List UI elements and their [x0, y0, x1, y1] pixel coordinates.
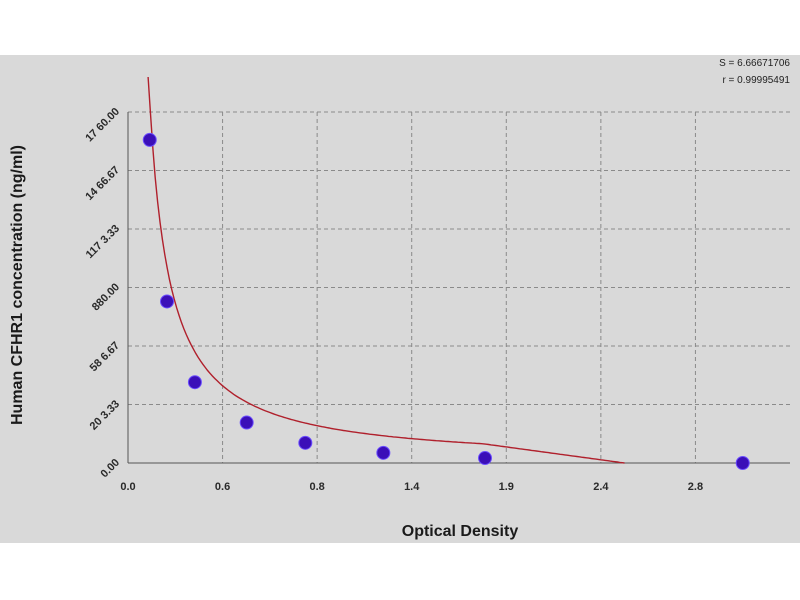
data-point: [735, 456, 750, 470]
y-tick-label: 0.00: [98, 457, 122, 481]
x-tick-label: 2.8: [688, 481, 703, 493]
chart-figure: [0, 55, 800, 543]
data-point: [239, 415, 254, 430]
data-point: [478, 451, 493, 466]
y-tick-label: 17 60.00: [83, 106, 122, 145]
x-tick-labels: 0.0 0.6 0.8 1.4 1.9 2.4 2.8: [120, 481, 703, 493]
y-tick-label: 117 3.33: [84, 223, 122, 261]
data-point: [142, 132, 157, 147]
x-tick-label: 0.0: [120, 481, 135, 493]
y-tick-label: 14 66.67: [83, 164, 122, 203]
y-tick-labels: 0.00 20 3.33 58 6.67 880.00 117 3.33 14 66.67…: [83, 106, 122, 481]
y-tick-label: 20 3.33: [88, 398, 122, 432]
fit-stat-line: r = 0.99995491: [722, 75, 790, 86]
x-tick-label: 1.4: [404, 481, 420, 493]
data-point: [160, 294, 175, 309]
fit-curve: [147, 76, 625, 464]
x-tick-label: 0.8: [309, 481, 324, 493]
x-tick-label: 0.6: [215, 481, 230, 493]
x-tick-label: 1.9: [499, 481, 514, 493]
data-point: [187, 375, 202, 390]
y-tick-label: 58 6.67: [88, 340, 122, 374]
fit-statistics: S = 6.66671706 r = 0.99995491: [719, 58, 790, 86]
x-tick-label: 2.4: [593, 481, 609, 493]
data-point: [376, 445, 391, 460]
fit-stat-line: S = 6.66671706: [719, 58, 790, 69]
data-point: [298, 435, 313, 450]
x-axis-title: Optical Density: [402, 523, 519, 540]
data-points: [142, 132, 750, 470]
y-axis-title: Human CFHR1 concentration (ng/ml): [9, 145, 26, 425]
y-tick-label: 880.00: [90, 281, 122, 313]
grid-lines: [128, 111, 790, 463]
